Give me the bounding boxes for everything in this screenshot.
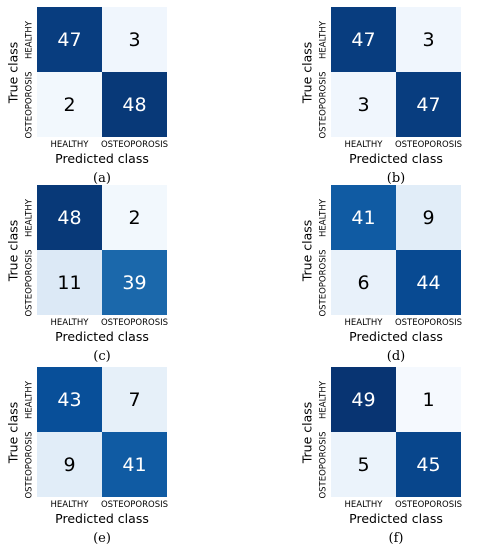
x-axis-label: Predicted class (55, 511, 149, 526)
x-axis-label: Predicted class (55, 151, 149, 166)
y-tick-label: OSTEOPOROSIS (319, 70, 329, 139)
x-tick-label: HEALTHY (344, 500, 383, 510)
x-tick-label: OSTEOPOROSIS (100, 318, 169, 328)
matrix-cell: 47 (396, 72, 461, 137)
panel-caption: (e) (93, 531, 111, 546)
y-tick-label: HEALTHY (318, 380, 329, 419)
matrix-cell: 41 (331, 185, 396, 250)
x-tick-label: HEALTHY (344, 140, 383, 150)
matrix-cell: 3 (396, 7, 461, 72)
matrix-cell: 48 (37, 185, 102, 250)
y-tick-label: OSTEOPOROSIS (25, 70, 35, 139)
confusion-matrix-panel: 47 3 3 47 HEALTHY OSTEOPOROSIS HEALTHY OSTEOPOR… (299, 5, 488, 186)
y-tick-label: OSTEOPOROSIS (319, 430, 329, 499)
matrix-cell: 47 (37, 7, 102, 72)
x-tick-label: HEALTHY (50, 140, 89, 150)
matrix-cell: 43 (37, 367, 102, 432)
y-tick-label: HEALTHY (24, 20, 35, 59)
matrix-cell: 6 (331, 250, 396, 315)
matrix-cell: 49 (331, 367, 396, 432)
x-tick-label: OSTEOPOROSIS (100, 140, 169, 150)
matrix-cell: 41 (102, 432, 167, 497)
x-tick-label: HEALTHY (50, 318, 89, 328)
matrix-cell: 7 (102, 367, 167, 432)
y-axis-label: True class (299, 41, 315, 104)
matrix-cell: 48 (102, 72, 167, 137)
y-axis-label: True class (299, 401, 315, 464)
matrix-cell: 9 (37, 432, 102, 497)
x-axis-label: Predicted class (349, 511, 443, 526)
matrix-cell: 9 (396, 185, 461, 250)
matrix-grid: 47 3 3 47 (331, 7, 461, 137)
matrix-cell: 44 (396, 250, 461, 315)
matrix-grid: 48 2 11 39 (37, 185, 167, 315)
matrix-cell: 47 (331, 7, 396, 72)
matrix-grid: 47 3 2 48 (37, 7, 167, 137)
confusion-matrix-panel: 43 7 9 41 HEALTHY OSTEOPOROSIS HEALTHY OSTEOPOR… (5, 365, 208, 546)
x-tick-label: OSTEOPOROSIS (394, 140, 463, 150)
matrix-cell: 1 (396, 367, 461, 432)
x-axis-label: Predicted class (349, 329, 443, 344)
y-axis-label: True class (5, 41, 21, 104)
y-tick-label: HEALTHY (24, 380, 35, 419)
x-axis-label: Predicted class (349, 151, 443, 166)
matrix-cell: 5 (331, 432, 396, 497)
matrix-grid: 41 9 6 44 (331, 185, 461, 315)
y-tick-label: HEALTHY (318, 198, 329, 237)
y-axis-label: True class (299, 219, 315, 282)
panel-caption: (d) (386, 349, 406, 364)
y-axis-label: True class (5, 219, 21, 282)
y-tick-label: OSTEOPOROSIS (25, 248, 35, 317)
matrix-cell: 2 (102, 185, 167, 250)
confusion-matrix-panel: 47 3 2 48 HEALTHY OSTEOPOROSIS HEALTHY OSTEOPOR… (5, 5, 208, 186)
matrix-grid: 49 1 5 45 (331, 367, 461, 497)
matrix-cell: 45 (396, 432, 461, 497)
x-tick-label: HEALTHY (344, 318, 383, 328)
x-tick-label: HEALTHY (50, 500, 89, 510)
matrix-cell: 3 (102, 7, 167, 72)
panel-caption: (b) (386, 171, 406, 186)
y-tick-label: OSTEOPOROSIS (319, 248, 329, 317)
panel-caption: (a) (93, 171, 111, 186)
y-tick-label: OSTEOPOROSIS (25, 430, 35, 499)
y-axis-label: True class (5, 401, 21, 464)
confusion-matrix-panel: 48 2 11 39 HEALTHY OSTEOPOROSIS HEALTHY OSTEOPO… (5, 183, 208, 364)
matrix-cell: 11 (37, 250, 102, 315)
x-axis-label: Predicted class (55, 329, 149, 344)
x-tick-label: OSTEOPOROSIS (394, 500, 463, 510)
confusion-matrix-panel: 49 1 5 45 HEALTHY OSTEOPOROSIS HEALTHY OSTEOPOR… (299, 365, 488, 546)
matrix-cell: 3 (331, 72, 396, 137)
x-tick-label: OSTEOPOROSIS (100, 500, 169, 510)
y-tick-label: HEALTHY (318, 20, 329, 59)
x-tick-label: OSTEOPOROSIS (394, 318, 463, 328)
matrix-cell: 2 (37, 72, 102, 137)
y-tick-label: HEALTHY (24, 198, 35, 237)
panel-caption: (f) (388, 531, 404, 546)
matrix-cell: 39 (102, 250, 167, 315)
panel-caption: (c) (93, 349, 111, 364)
confusion-matrix-panel: 41 9 6 44 HEALTHY OSTEOPOROSIS HEALTHY OSTEOPOR… (299, 183, 488, 364)
matrix-grid: 43 7 9 41 (37, 367, 167, 497)
